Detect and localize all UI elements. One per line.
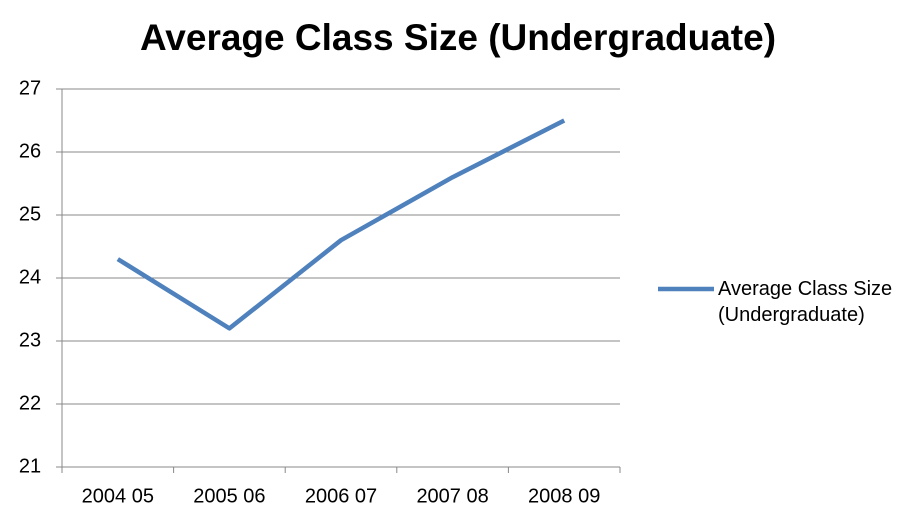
x-tick-label: 2007 08 bbox=[416, 485, 488, 507]
y-tick-label: 25 bbox=[19, 203, 41, 225]
x-tick-label: 2006 07 bbox=[305, 485, 377, 507]
y-tick-label: 27 bbox=[19, 77, 41, 99]
x-tick-label: 2008 09 bbox=[528, 485, 600, 507]
y-tick-label: 22 bbox=[19, 392, 41, 414]
series-line bbox=[116, 118, 566, 331]
y-tick-label: 24 bbox=[19, 266, 41, 288]
legend-label: Average Class Size (Undergraduate) bbox=[718, 278, 893, 326]
y-tick-label: 23 bbox=[19, 329, 41, 351]
chart-title: Average Class Size (Undergraduate) bbox=[140, 17, 776, 58]
y-tick-label: 21 bbox=[19, 455, 41, 477]
x-tick-label: 2005 06 bbox=[193, 485, 265, 507]
x-tick-label: 2004 05 bbox=[82, 485, 154, 507]
y-tick-label: 26 bbox=[19, 140, 41, 162]
